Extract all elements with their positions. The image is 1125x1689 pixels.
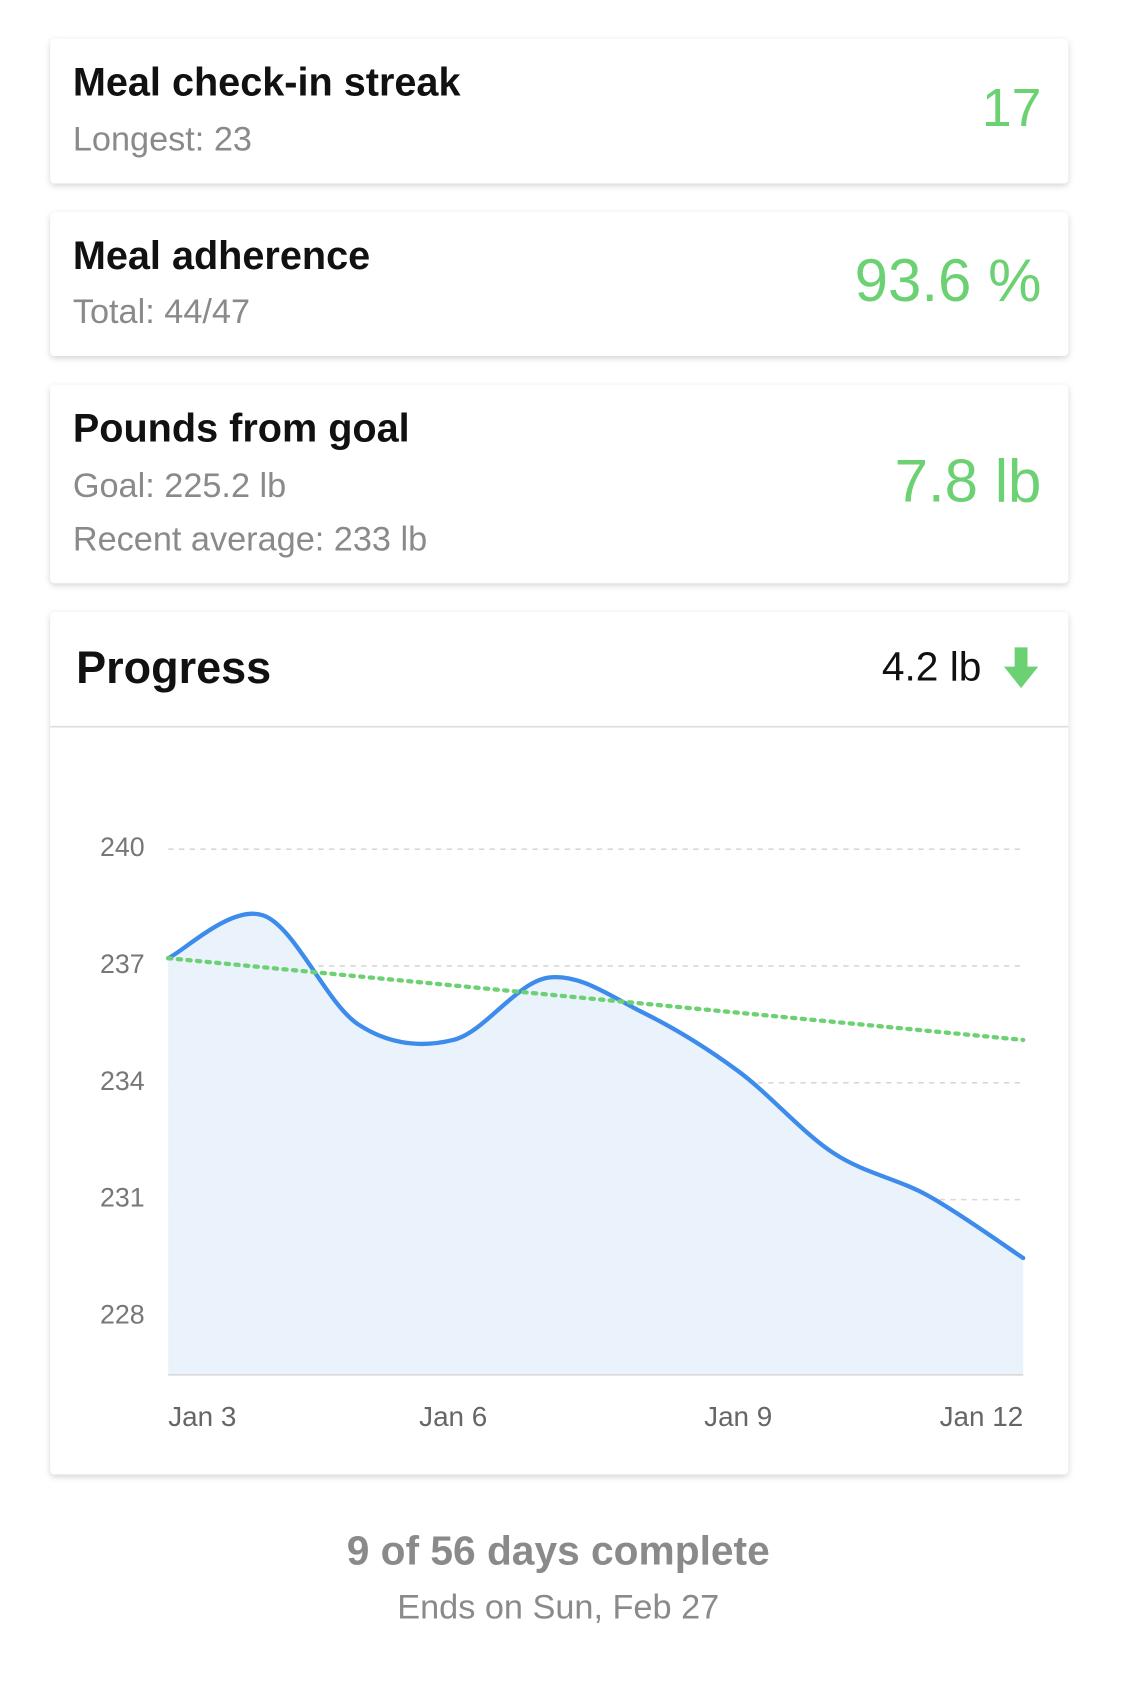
y-tick-label: 228 [100, 1300, 145, 1330]
card-value: 7.8 lb [895, 447, 1042, 514]
card-value: 93.6 % [855, 247, 1042, 314]
x-tick-label: Jan 6 [419, 1401, 487, 1432]
card-title: Meal check-in streak [73, 60, 462, 104]
footer-ends: Ends on Sun, Feb 27 [397, 1589, 719, 1627]
chart-title: Progress [76, 642, 271, 693]
card [50, 38, 1069, 184]
y-tick-label: 231 [100, 1183, 145, 1213]
card-subtitle: Recent average: 233 lb [73, 520, 427, 558]
y-tick-label: 237 [100, 949, 145, 979]
card-value: 17 [982, 79, 1042, 138]
area [168, 913, 1024, 1375]
card-subtitle: Longest: 23 [73, 121, 252, 159]
x-tick-label: Jan 9 [704, 1401, 772, 1432]
y-tick-label: 234 [100, 1066, 145, 1096]
card-title: Meal adherence [73, 234, 370, 278]
x-tick-label: Jan 12 [940, 1401, 1024, 1432]
down-arrow [1003, 647, 1039, 689]
card [50, 212, 1069, 356]
card-title: Pounds from goal [73, 406, 410, 450]
x-tick-label: Jan 3 [168, 1401, 236, 1432]
footer-summary: 9 of 56 days complete [347, 1528, 770, 1574]
change: 4.2 lb [882, 644, 982, 690]
card [50, 384, 1069, 584]
card-subtitle: Total: 44/47 [73, 293, 250, 331]
y-tick-label: 240 [100, 832, 145, 862]
line [166, 911, 1026, 1261]
trend-line [166, 956, 1026, 1043]
card-subtitle: Goal: 225.2 lb [73, 467, 286, 505]
